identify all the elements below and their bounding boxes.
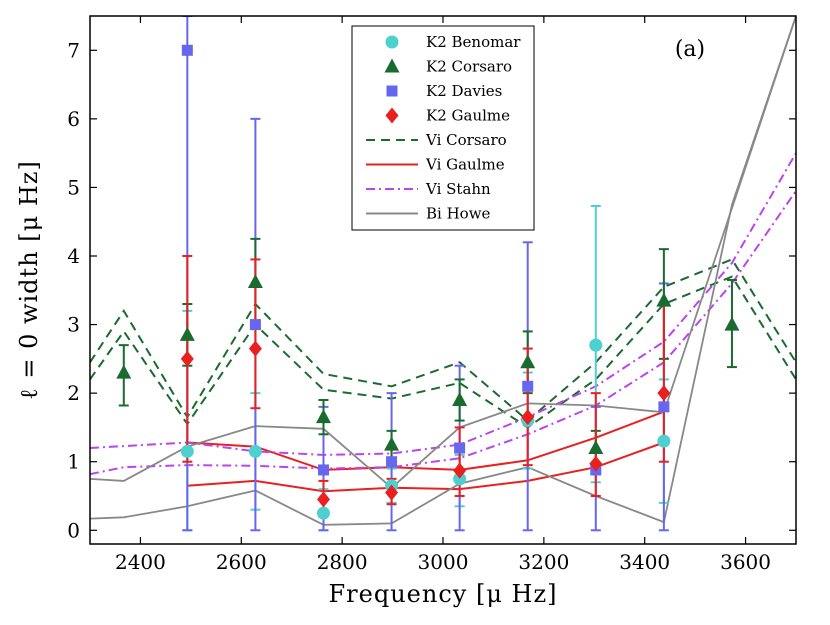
legend-gaulme-marker xyxy=(385,107,399,124)
y-tick-label: 2 xyxy=(67,381,80,405)
axis-ticks: 2400 2600 2800 3000 3200 3400 3600 0 1 2 3 4 5 6 7 xyxy=(67,16,796,574)
vi-gaulme-line xyxy=(187,410,665,471)
legend-box xyxy=(351,25,535,231)
legend-label: K2 Benomar xyxy=(426,33,521,51)
y-tick-label: 4 xyxy=(67,244,80,268)
y-axis-label: ℓ = 0 width [μ Hz] xyxy=(15,160,43,400)
panel-label: (a) xyxy=(675,37,705,62)
gaulme-point xyxy=(589,455,603,472)
legend-davies-marker xyxy=(386,85,398,97)
x-tick-label: 2400 xyxy=(115,550,166,574)
gaulme-point xyxy=(657,385,671,402)
davies-point xyxy=(317,464,329,476)
data-markers xyxy=(116,44,740,520)
y-tick-label: 5 xyxy=(67,175,80,199)
vi-stahn-line xyxy=(90,190,796,476)
legend-label: Vi Gaulme xyxy=(425,156,505,174)
davies-point xyxy=(386,456,398,468)
legend-label: Bi Howe xyxy=(426,205,491,223)
legend-label: K2 Corsaro xyxy=(426,58,512,76)
corsaro-point xyxy=(520,354,536,369)
davies-point xyxy=(522,380,534,392)
davies-point xyxy=(249,319,261,331)
y-tick-label: 6 xyxy=(67,107,80,131)
bi-howe-line xyxy=(90,16,796,526)
y-tick-label: 3 xyxy=(67,313,80,337)
corsaro-point xyxy=(315,409,331,424)
corsaro-point xyxy=(724,316,740,331)
corsaro-point xyxy=(656,292,672,307)
corsaro-point xyxy=(588,440,604,454)
benomar-point xyxy=(248,444,262,458)
x-tick-label: 3400 xyxy=(619,550,670,574)
x-tick-label: 3000 xyxy=(418,550,469,574)
vi-stahn-line xyxy=(90,152,796,456)
benomar-point xyxy=(657,434,671,448)
x-tick-label: 2600 xyxy=(216,550,267,574)
gaulme-point xyxy=(248,340,262,357)
benomar-point xyxy=(316,506,330,520)
vi-corsaro-line xyxy=(90,275,796,429)
x-tick-label: 3200 xyxy=(518,550,569,574)
gaulme-point xyxy=(316,491,330,508)
davies-point xyxy=(181,44,193,56)
davies-point xyxy=(658,401,670,413)
x-tick-label: 2800 xyxy=(317,550,368,574)
benomar-point xyxy=(589,338,603,352)
gaulme-point xyxy=(385,484,399,501)
davies-point xyxy=(454,442,466,454)
legend-label: Vi Corsaro xyxy=(425,131,507,149)
legend-label: K2 Gaulme xyxy=(426,107,510,125)
x-tick-label: 3600 xyxy=(720,550,771,574)
vi-gaulme-line xyxy=(187,441,665,493)
x-axis-label: Frequency [μ Hz] xyxy=(329,580,558,608)
corsaro-point xyxy=(384,436,400,451)
gaulme-point xyxy=(180,350,194,367)
benomar-point xyxy=(453,472,467,486)
gaulme-point xyxy=(521,409,535,426)
y-tick-label: 1 xyxy=(67,450,80,474)
legend-benomar-marker xyxy=(385,35,399,49)
benomar-point xyxy=(180,444,194,458)
legend-corsaro-marker xyxy=(384,58,400,73)
corsaro-point xyxy=(452,392,468,406)
series-lines xyxy=(90,16,796,526)
gaulme-point xyxy=(453,462,467,479)
corsaro-point xyxy=(116,364,132,379)
y-tick-label: 0 xyxy=(67,518,80,542)
corsaro-point xyxy=(179,326,195,341)
legend-label: K2 Davies xyxy=(426,82,502,100)
legend-label: Vi Stahn xyxy=(425,180,491,198)
corsaro-point xyxy=(247,274,263,289)
legend: K2 Benomar K2 Corsaro K2 Davies K2 Gaulme Vi… xyxy=(351,25,535,231)
y-tick-label: 7 xyxy=(67,38,80,62)
